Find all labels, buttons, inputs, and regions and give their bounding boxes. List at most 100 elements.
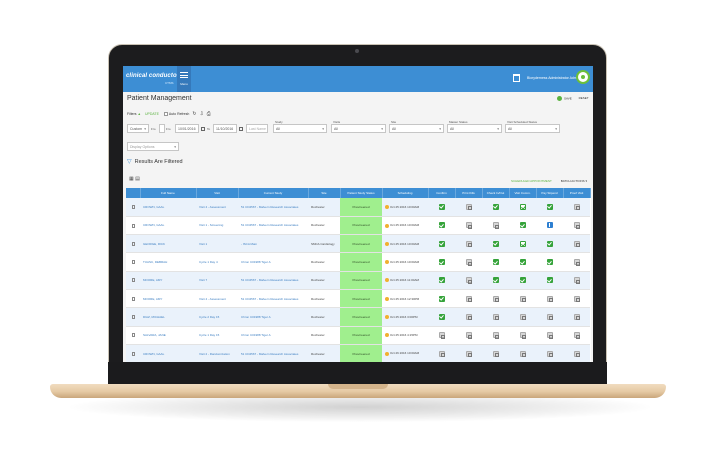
- to-date-input[interactable]: 11/10/2016: [213, 124, 237, 133]
- status-cell[interactable]: Prescreened: [340, 252, 382, 272]
- master-status-select[interactable]: All: [447, 124, 502, 133]
- scheduled-appointment-button[interactable]: SCHEDULED APPOINTMENT: [511, 179, 552, 183]
- visit-cell[interactable]: Visit 4 - Assessment: [196, 289, 238, 309]
- visit-cell[interactable]: Cycle 1 Day 15: [196, 326, 238, 345]
- pay-stipend-pending-icon[interactable]: [546, 332, 553, 339]
- visit-comm-cell[interactable]: [509, 198, 536, 217]
- current-study-cell[interactable]: - ISCA Main: [238, 234, 308, 254]
- visit-comm-pending-icon[interactable]: [519, 313, 526, 321]
- proof-visit-cell[interactable]: [563, 234, 590, 254]
- proof-visit-pending-icon[interactable]: [573, 222, 580, 229]
- visit-comm-check-icon[interactable]: [519, 277, 526, 284]
- print-icon[interactable]: ⎙: [206, 111, 211, 117]
- batch-actions-button[interactable]: BATCH ACTIONS: [560, 179, 585, 183]
- scheduling-cell[interactable]: Oct 25 2016 4:15PM: [382, 326, 428, 345]
- pay-stipend-check-icon[interactable]: [546, 203, 553, 210]
- print-kills-cell[interactable]: [455, 344, 482, 362]
- proof-visit-cell[interactable]: [563, 307, 590, 327]
- confirm-cell[interactable]: [428, 289, 455, 309]
- visit-comm-cell[interactable]: [509, 344, 536, 362]
- visit-comm-pending-icon[interactable]: [519, 295, 526, 303]
- print-kills-cell[interactable]: [455, 234, 482, 254]
- pay-stipend-info-icon[interactable]: [546, 222, 553, 229]
- pay-stipend-pending-icon[interactable]: [546, 350, 553, 358]
- proof-visit-cell[interactable]: [563, 344, 590, 362]
- full-name-cell[interactable]: DIAZ, MICHAEL: [140, 307, 196, 327]
- visit-comm-cell[interactable]: [509, 252, 536, 272]
- visits-select[interactable]: All: [331, 124, 386, 133]
- column-header[interactable]: Confirm: [428, 188, 456, 198]
- check-in-out-cell[interactable]: [482, 271, 509, 290]
- confirm-cell[interactable]: [428, 307, 455, 327]
- page-icon[interactable]: [131, 333, 135, 338]
- column-header[interactable]: Full Name: [140, 188, 197, 198]
- print-kills-pending-icon[interactable]: [465, 313, 472, 321]
- full-name-cell[interactable]: CROWN, GAAL: [140, 216, 196, 236]
- export-icon[interactable]: ⇩: [199, 111, 204, 117]
- print-kills-pending-icon[interactable]: [465, 277, 472, 284]
- visit-comm-pending-icon[interactable]: [519, 350, 526, 358]
- confirm-cell[interactable]: [428, 234, 455, 254]
- current-study-cell[interactable]: 51 CD4567 - Malvern Research Associates: [238, 289, 308, 309]
- visit-cell[interactable]: Cycle 1 Day 4: [196, 252, 238, 272]
- column-header[interactable]: Check In/Out: [482, 188, 510, 198]
- page-icon[interactable]: [131, 223, 135, 228]
- pay-stipend-cell[interactable]: [536, 234, 563, 254]
- confirm-pending-icon[interactable]: [438, 350, 445, 358]
- save-icon[interactable]: [557, 96, 562, 101]
- full-name-cell[interactable]: CROWN, GAAL: [140, 344, 196, 362]
- check-in-out-pending-icon[interactable]: [492, 332, 499, 339]
- proof-visit-pending-icon[interactable]: [573, 240, 580, 248]
- check-in-out-cell[interactable]: [482, 344, 509, 362]
- visit-cell[interactable]: Visit 7: [196, 271, 238, 290]
- print-kills-pending-icon[interactable]: [465, 332, 472, 339]
- print-kills-cell[interactable]: [455, 289, 482, 309]
- visit-cell[interactable]: Visit 1: [196, 234, 238, 254]
- confirm-check-icon[interactable]: [438, 259, 445, 266]
- proof-visit-pending-icon[interactable]: [573, 332, 580, 339]
- scheduling-cell[interactable]: Oct 25 2016 10:00AM: [382, 252, 428, 272]
- row-detail-cell[interactable]: [126, 252, 140, 272]
- visit-comm-check-icon[interactable]: [519, 222, 526, 229]
- status-cell[interactable]: Prescreened: [340, 344, 382, 362]
- column-header[interactable]: Patient Study Status: [340, 188, 383, 198]
- print-kills-pending-icon[interactable]: [465, 240, 472, 248]
- row-detail-cell[interactable]: [126, 216, 140, 236]
- table-row[interactable]: CROWN, GAAL Visit 1 - Screening 51 CD4567 …: [126, 216, 590, 236]
- page-icon[interactable]: [131, 296, 135, 301]
- status-cell[interactable]: Prescreened: [340, 234, 382, 254]
- pay-stipend-cell[interactable]: [536, 271, 563, 290]
- pay-stipend-cell[interactable]: [536, 289, 563, 309]
- confirm-cell[interactable]: [428, 216, 455, 236]
- current-study-cell[interactable]: Chron C01988 Tiger A: [238, 326, 308, 345]
- scheduling-cell[interactable]: Oct 26 2016 10:00AM: [382, 344, 428, 362]
- full-name-cell[interactable]: TUASC, DEBRAH: [140, 252, 196, 272]
- to-calendar-icon[interactable]: [239, 127, 243, 131]
- print-kills-cell[interactable]: [455, 271, 482, 290]
- pay-stipend-cell[interactable]: [536, 216, 563, 236]
- table-row[interactable]: MOORE, AMY Visit 7 51 CD4567 - Malvern Res…: [126, 271, 590, 290]
- pay-stipend-cell[interactable]: [536, 198, 563, 217]
- page-icon[interactable]: [131, 351, 135, 356]
- row-detail-cell[interactable]: [126, 198, 140, 217]
- proof-visit-pending-icon[interactable]: [573, 295, 580, 303]
- confirm-cell[interactable]: [428, 252, 455, 272]
- visit-comm-check-icon[interactable]: [519, 259, 526, 266]
- refresh-icon[interactable]: ↻: [192, 111, 197, 117]
- status-cell[interactable]: Prescreened: [340, 307, 382, 327]
- collapse-icon[interactable]: ▲: [137, 112, 141, 116]
- from-date-input[interactable]: 10/01/2016: [175, 124, 199, 133]
- visit-comm-cell[interactable]: [509, 289, 536, 309]
- print-kills-pending-icon[interactable]: [465, 295, 472, 303]
- study-select[interactable]: All: [273, 124, 327, 133]
- check-in-out-pending-icon[interactable]: [492, 295, 499, 303]
- column-header[interactable]: Print Kills: [455, 188, 483, 198]
- scheduling-cell[interactable]: Oct 25 2016 11:00AM: [382, 271, 428, 290]
- pay-stipend-cell[interactable]: [536, 326, 563, 345]
- current-study-cell[interactable]: 51 CD4567 - Malvern Research Associates: [238, 344, 308, 362]
- page-icon[interactable]: [131, 205, 135, 209]
- visit-comm-cell[interactable]: [509, 307, 536, 327]
- check-in-out-pending-icon[interactable]: [492, 350, 499, 358]
- print-kills-cell[interactable]: [455, 216, 482, 236]
- check-in-out-cell[interactable]: [482, 234, 509, 254]
